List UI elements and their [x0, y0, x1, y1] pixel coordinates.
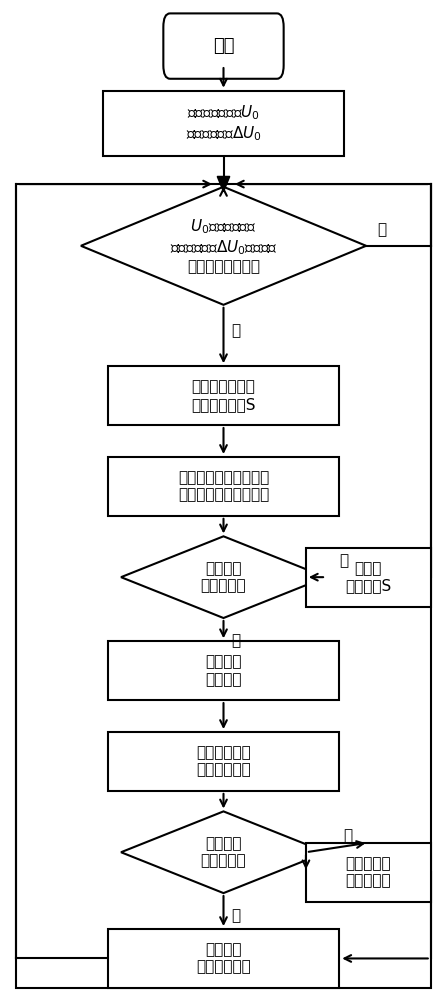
Bar [108, 366, 339, 425]
Bar [108, 732, 339, 791]
Text: 是: 是 [232, 908, 240, 923]
Polygon shape [121, 536, 326, 618]
Bar [16, 184, 431, 988]
Text: 测量中性点电压$U_0$
及电压变化量$\Delta U_0$: 测量中性点电压$U_0$ 及电压变化量$\Delta U_0$ [186, 103, 261, 143]
Text: 发生故障
故障处理: 发生故障 故障处理 [205, 654, 242, 687]
Bar [306, 843, 431, 902]
Text: 永久性故障
进一步处理: 永久性故障 进一步处理 [346, 856, 391, 888]
Text: 否: 否 [232, 633, 240, 648]
Text: 零序电流
线性减小？: 零序电流 线性减小？ [201, 836, 246, 868]
Text: 是: 是 [232, 323, 240, 338]
Bar [306, 548, 431, 607]
Text: 闭合电压最低相
接地支路开关S: 闭合电压最低相 接地支路开关S [191, 379, 256, 412]
Polygon shape [81, 187, 366, 305]
Polygon shape [121, 811, 326, 893]
Text: $U_0$大于第一额定
相电压阁值或$\Delta U_0$大于第二
额定相电压阁值？: $U_0$大于第一额定 相电压阁值或$\Delta U_0$大于第二 额定相电压… [170, 217, 277, 275]
Text: 无故障
断开开关S: 无故障 断开开关S [345, 561, 392, 593]
FancyBboxPatch shape [163, 13, 284, 79]
Bar [108, 929, 339, 988]
Text: 开始: 开始 [213, 37, 234, 55]
Polygon shape [217, 176, 224, 192]
Text: 故障清除
系统正常运行: 故障清除 系统正常运行 [196, 942, 251, 975]
Text: 零序电流
线性增加？: 零序电流 线性增加？ [201, 561, 246, 593]
Text: 否: 否 [377, 222, 386, 237]
Text: 否: 否 [343, 828, 352, 843]
Bar [108, 641, 339, 700]
Text: 是: 是 [339, 553, 348, 568]
Polygon shape [224, 176, 230, 192]
Text: 降低抒头档位
测量零序电流: 降低抒头档位 测量零序电流 [196, 745, 251, 778]
Bar [103, 91, 344, 156]
Bar [108, 457, 339, 516]
Text: 逐渐升高接地变抒头档
位，测量线路零序电流: 逐渐升高接地变抒头档 位，测量线路零序电流 [178, 470, 269, 503]
